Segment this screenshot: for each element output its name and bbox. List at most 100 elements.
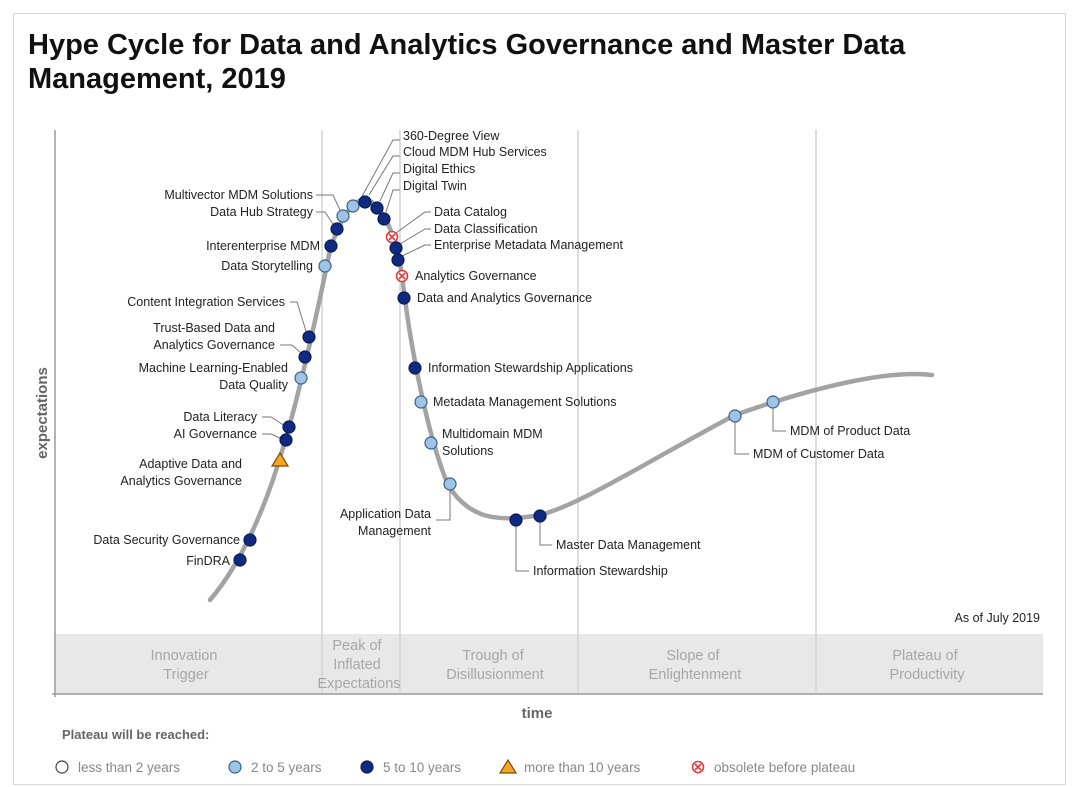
label-data-and-analytics-governance: Data and Analytics Governance xyxy=(417,291,592,305)
label-cloud-mdm-hub-services: Cloud MDM Hub Services xyxy=(403,145,547,159)
label-mdm-of-product-data: MDM of Product Data xyxy=(790,424,910,438)
label-line: Data Catalog xyxy=(434,205,507,219)
marker-machine-learning-enabled-data-quality xyxy=(294,371,308,385)
leader-mdm-of-customer-data xyxy=(734,422,749,455)
label-adaptive-data-and-analytics-governance: Adaptive Data and Analytics Governance xyxy=(120,457,242,488)
marker-adaptive-data-and-analytics-governance xyxy=(270,451,290,467)
legend-symbol-cross xyxy=(694,763,702,771)
phase-2-line-3: Expectations xyxy=(317,676,400,692)
leader-data-catalog xyxy=(395,211,431,234)
marker-findra xyxy=(233,553,247,567)
marker-enterprise-metadata-management xyxy=(391,253,405,267)
leader-multivector-mdm-solutions xyxy=(316,194,341,211)
label-line: Master Data Management xyxy=(556,538,701,552)
x-axis-label: time xyxy=(522,705,553,722)
legend-item-5to10: 5 to 10 years xyxy=(360,760,461,775)
leader-application-data-management xyxy=(436,490,451,521)
label-data-catalog: Data Catalog xyxy=(434,205,507,219)
leader-cloud-mdm-hub-services xyxy=(368,155,400,196)
label-line: Multidomain MDM xyxy=(442,427,543,441)
label-line: Analytics Governance xyxy=(153,338,275,352)
y-axis-label: expectations xyxy=(34,367,51,459)
legend-label: obsolete before plateau xyxy=(714,760,855,775)
legend-symbol xyxy=(228,760,242,774)
label-line: Data Storytelling xyxy=(221,259,313,273)
leader-trust-based-data-and-analytics-governance xyxy=(280,344,302,354)
label-line: Trust-Based Data and xyxy=(153,321,275,335)
legend-item-lt2: less than 2 years xyxy=(55,760,180,775)
marker-ai-governance xyxy=(279,433,293,447)
leader-content-integration-services xyxy=(290,301,307,332)
label-digital-twin: Digital Twin xyxy=(403,179,467,193)
marker-information-stewardship-applications xyxy=(408,361,422,375)
marker-trust-based-data-and-analytics-governance xyxy=(298,350,312,364)
label-information-stewardship-applications: Information Stewardship Applications xyxy=(428,361,633,375)
label-line: Digital Twin xyxy=(403,179,467,193)
label-line: MDM of Customer Data xyxy=(753,447,884,461)
label-line: 360-Degree View xyxy=(403,129,500,143)
phase-3-line-1: Trough of xyxy=(462,648,524,664)
label-enterprise-metadata-management: Enterprise Metadata Management xyxy=(434,238,624,252)
marker-data-catalog xyxy=(385,230,399,244)
label-line: Data Classification xyxy=(434,222,538,236)
label-line: FinDRA xyxy=(186,554,230,568)
leader-360-degree-view xyxy=(359,139,400,201)
marker-mdm-of-customer-data xyxy=(728,409,742,423)
marker-data-storytelling xyxy=(318,259,332,273)
phase-4-line-1: Slope of xyxy=(666,648,720,664)
marker-multidomain-mdm-solutions xyxy=(424,436,438,450)
legend-item-2to5: 2 to 5 years xyxy=(228,760,322,775)
label-findra: FinDRA xyxy=(186,554,230,568)
marker-master-data-management xyxy=(533,509,547,523)
label-line: Management xyxy=(358,524,431,538)
label-machine-learning-enabled-data-quality: Machine Learning-Enabled Data Quality xyxy=(139,361,289,392)
marker-metadata-management-solutions xyxy=(414,395,428,409)
leader-data-classification xyxy=(399,228,431,245)
leader-mdm-of-product-data xyxy=(772,408,786,432)
marker-mdm-of-product-data xyxy=(766,395,780,409)
phase-5-line-2: Productivity xyxy=(890,667,966,683)
phase-4-line-2: Enlightenment xyxy=(649,667,742,683)
marker-interenterprise-mdm xyxy=(324,239,338,253)
point-labels: 360-Degree View Cloud MDM Hub Services Dig… xyxy=(93,129,910,578)
label-line: MDM of Product Data xyxy=(790,424,910,438)
label-line: Content Integration Services xyxy=(127,295,285,309)
label-line: Cloud MDM Hub Services xyxy=(403,145,547,159)
label-interenterprise-mdm: Interenterprise MDM xyxy=(206,239,320,253)
label-master-data-management: Master Data Management xyxy=(556,538,701,552)
label-multidomain-mdm-solutions: Multidomain MDM Solutions xyxy=(442,427,543,458)
leader-enterprise-metadata-management xyxy=(401,244,431,257)
marker-cross xyxy=(388,233,396,241)
leader-information-stewardship xyxy=(515,526,529,572)
label-line: Application Data xyxy=(340,507,431,521)
label-line: Machine Learning-Enabled xyxy=(139,361,288,375)
leader-digital-ethics xyxy=(379,172,400,202)
hype-curve xyxy=(207,197,935,603)
marker-data-classification xyxy=(389,241,403,255)
marker-cross xyxy=(398,272,406,280)
label-data-classification: Data Classification xyxy=(434,222,538,236)
legend-symbol xyxy=(498,758,518,774)
legend-label: less than 2 years xyxy=(78,760,180,775)
leader-master-data-management xyxy=(539,522,552,546)
label-content-integration-services: Content Integration Services xyxy=(127,295,285,309)
phase-2-line-1: Peak of xyxy=(332,638,382,654)
phase-dividers xyxy=(321,130,817,694)
phase-label-plateau: Plateau of Productivity xyxy=(890,648,966,683)
label-line: Data Security Governance xyxy=(93,533,240,547)
label-line: Data Quality xyxy=(219,378,289,392)
label-line: Data Hub Strategy xyxy=(210,205,314,219)
label-line: Data Literacy xyxy=(183,410,257,424)
leader-lines xyxy=(262,139,786,572)
label-line: Metadata Management Solutions xyxy=(433,395,616,409)
markers xyxy=(233,195,780,567)
marker-content-integration-services xyxy=(302,330,316,344)
legend: less than 2 years 2 to 5 years 5 to 10 yea… xyxy=(55,758,855,775)
marker-analytics-governance xyxy=(395,269,409,283)
marker-cloud-mdm-hub-services xyxy=(358,195,372,209)
label-line: Information Stewardship xyxy=(533,564,668,578)
label-data-literacy: Data Literacy xyxy=(183,410,257,424)
label-line: Solutions xyxy=(442,444,493,458)
label-360-degree-view: 360-Degree View xyxy=(403,129,500,143)
chart-frame xyxy=(13,13,1066,785)
